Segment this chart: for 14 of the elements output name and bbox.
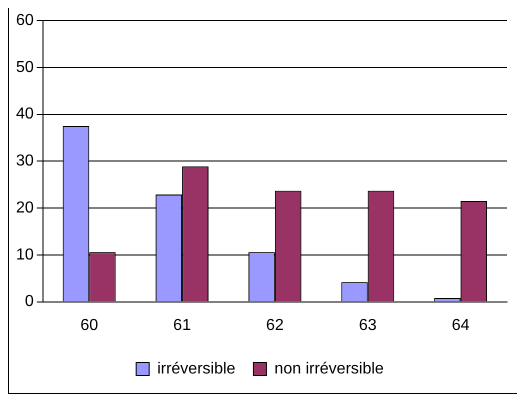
- y-tick-label: 0: [24, 293, 34, 310]
- x-tick-label: 61: [173, 316, 192, 334]
- y-tick-label: 60: [16, 12, 34, 30]
- x-tick-label: 64: [452, 316, 470, 334]
- x-tick-label: 63: [358, 316, 377, 334]
- legend-label: non irréversible: [274, 360, 384, 378]
- y-tick-label: 30: [16, 152, 34, 170]
- y-tick-label: 20: [16, 199, 34, 216]
- y-tick-label: 10: [16, 246, 34, 264]
- x-tick-label: 62: [266, 316, 284, 334]
- x-tick-label: 60: [80, 316, 98, 334]
- y-tick-label: 50: [16, 58, 34, 76]
- legend-label: irréversible: [157, 360, 236, 378]
- y-tick-label: 40: [16, 106, 34, 123]
